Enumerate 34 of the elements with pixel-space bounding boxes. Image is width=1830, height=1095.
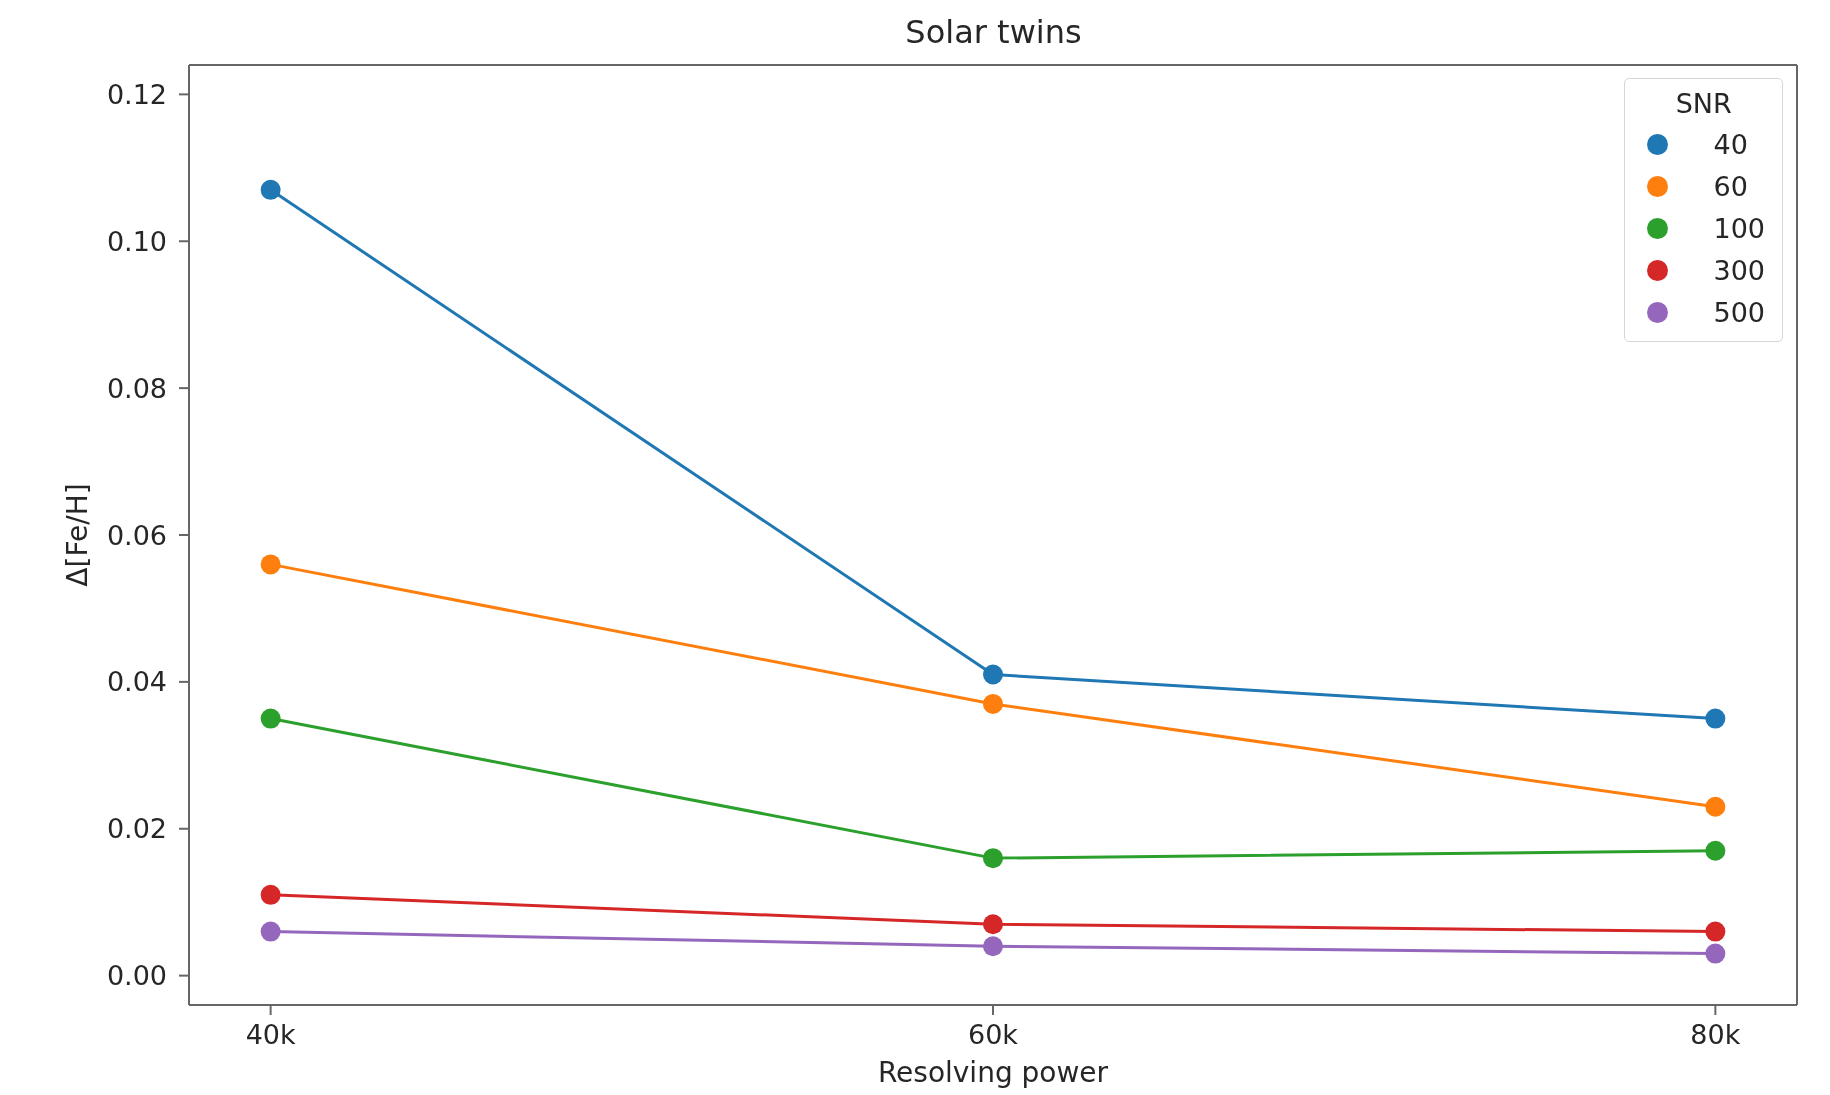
x-tick-label: 60k [968,1019,1019,1051]
y-tick-label: 0.04 [106,666,167,698]
x-tick-label: 80k [1690,1019,1741,1051]
legend-title: SNR [1674,87,1733,121]
point [260,921,281,942]
y-tick-label: 0.08 [106,372,167,404]
x-tick-label: 40k [245,1019,296,1051]
legend-label: 500 [1713,296,1765,328]
point [983,693,1003,714]
legend-label: 100 [1713,212,1765,244]
point [1705,840,1726,861]
point [1705,921,1726,942]
y-tick-label: 0.00 [106,960,167,992]
y-tick-label: 0.10 [106,225,167,257]
legend-label: 300 [1713,254,1765,286]
legend-label: 40 [1713,128,1748,160]
y-axis-title: Δ[Fe/H] [60,483,94,587]
point [983,936,1003,957]
legend-label: 60 [1713,170,1748,202]
point [260,884,281,905]
y-tick-label: 0.02 [106,813,167,845]
point [260,554,281,575]
point [1705,796,1726,817]
point [983,914,1003,935]
point [1705,943,1726,964]
point [260,179,281,200]
y-tick-label: 0.06 [106,519,167,551]
point [983,664,1003,685]
point [983,848,1003,869]
point [1705,708,1726,729]
x-axis-title: Resolving power [877,1056,1109,1089]
point [260,708,281,729]
chart-title: Solar twins [904,13,1083,51]
y-tick-label: 0.12 [106,78,167,110]
